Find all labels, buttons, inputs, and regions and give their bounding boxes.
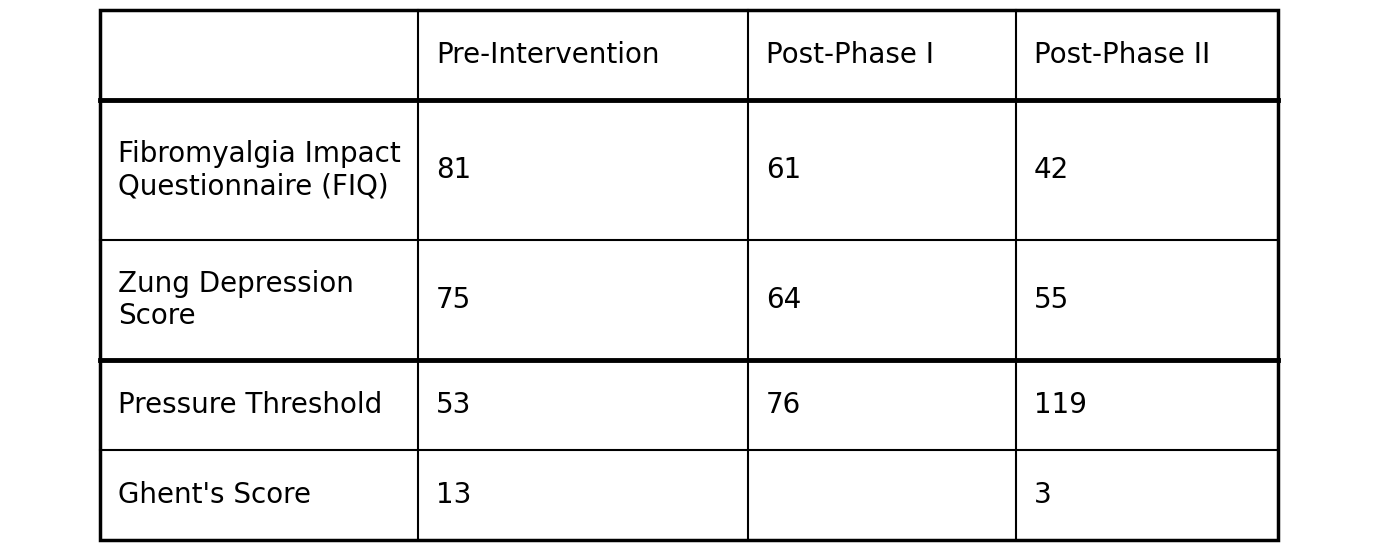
Text: Post-Phase II: Post-Phase II <box>1034 41 1210 69</box>
Text: 81: 81 <box>435 156 471 184</box>
Text: 64: 64 <box>766 286 801 314</box>
Text: 75: 75 <box>435 286 471 314</box>
Text: 119: 119 <box>1034 391 1087 419</box>
Text: Fibromyalgia Impact
Questionnaire (FIQ): Fibromyalgia Impact Questionnaire (FIQ) <box>119 140 401 200</box>
Text: 42: 42 <box>1034 156 1069 184</box>
Text: 53: 53 <box>435 391 471 419</box>
Text: 3: 3 <box>1034 481 1051 509</box>
Text: Zung Depression
Score: Zung Depression Score <box>119 270 354 330</box>
Bar <box>101 10 1277 540</box>
Text: Post-Phase I: Post-Phase I <box>766 41 934 69</box>
Text: Pressure Threshold: Pressure Threshold <box>119 391 382 419</box>
Text: 55: 55 <box>1034 286 1069 314</box>
Text: Ghent's Score: Ghent's Score <box>119 481 311 509</box>
Text: 61: 61 <box>766 156 801 184</box>
Text: 76: 76 <box>766 391 801 419</box>
Text: Pre-Intervention: Pre-Intervention <box>435 41 660 69</box>
Text: 13: 13 <box>435 481 471 509</box>
